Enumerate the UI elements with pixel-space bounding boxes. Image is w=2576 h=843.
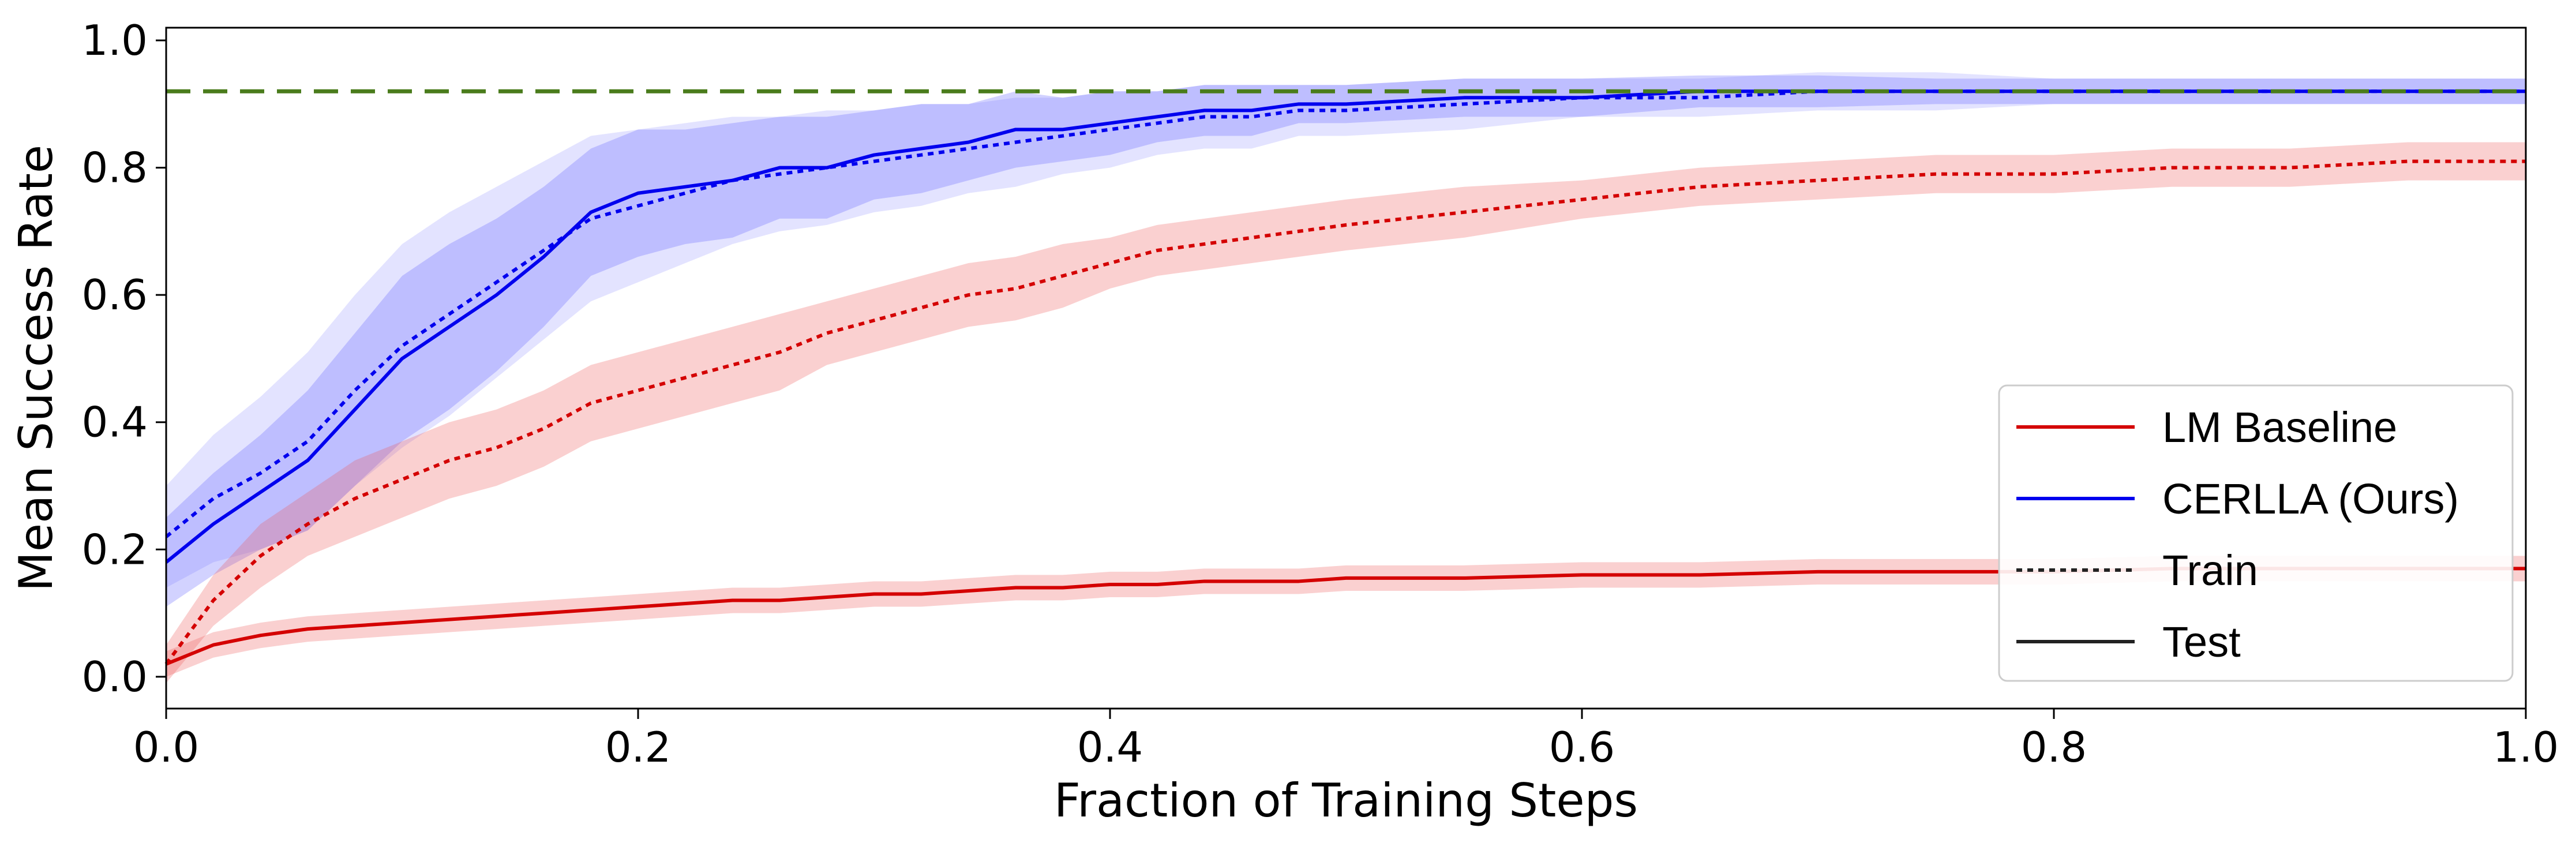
y-tick-label: 1.0 (81, 16, 148, 65)
y-axis-label: Mean Success Rate (9, 145, 63, 591)
legend-box (1998, 384, 2514, 682)
legend: LM Baseline CERLLA (Ours) Train Test (1998, 384, 2514, 682)
legend-items: LM Baseline CERLLA (Ours) Train Test (2016, 403, 2459, 666)
x-tick-label: 0.2 (605, 723, 672, 771)
y-tick-label: 0.0 (81, 653, 148, 701)
legend-label-lm-baseline: LM Baseline (2162, 403, 2397, 451)
legend-label-cerlla-ours: CERLLA (Ours) (2162, 475, 2459, 523)
cerlla-ours-train-band (166, 72, 2526, 588)
lm-baseline-test-line (165, 567, 2526, 666)
y-tick-label: 0.4 (81, 398, 148, 447)
cerlla-ours-test-band (166, 75, 2526, 607)
plot-frame (165, 27, 2527, 710)
y-tick-label: 0.8 (81, 144, 148, 192)
x-tick-label: 0.4 (1077, 723, 1143, 771)
x-tick-label: 1.0 (2493, 723, 2559, 771)
x-tick-label: 0.0 (133, 723, 200, 771)
lm-baseline-train-line (164, 159, 2526, 665)
legend-label-train: Train (2162, 546, 2258, 594)
x-axis-ticks: 0.0 0.2 0.4 0.6 0.8 1.0 (133, 709, 2559, 771)
x-tick-label: 0.6 (1549, 723, 1615, 771)
lm-baseline-train-band (166, 142, 2526, 683)
x-axis-label: Fraction of Training Steps (1054, 774, 1638, 827)
y-tick-label: 0.6 (81, 271, 148, 319)
x-tick-label: 0.8 (2021, 723, 2087, 771)
y-axis-ticks: 0.0 0.2 0.4 0.6 0.8 1.0 (81, 16, 166, 701)
legend-label-test: Test (2162, 618, 2241, 666)
y-tick-label: 0.2 (81, 525, 148, 574)
